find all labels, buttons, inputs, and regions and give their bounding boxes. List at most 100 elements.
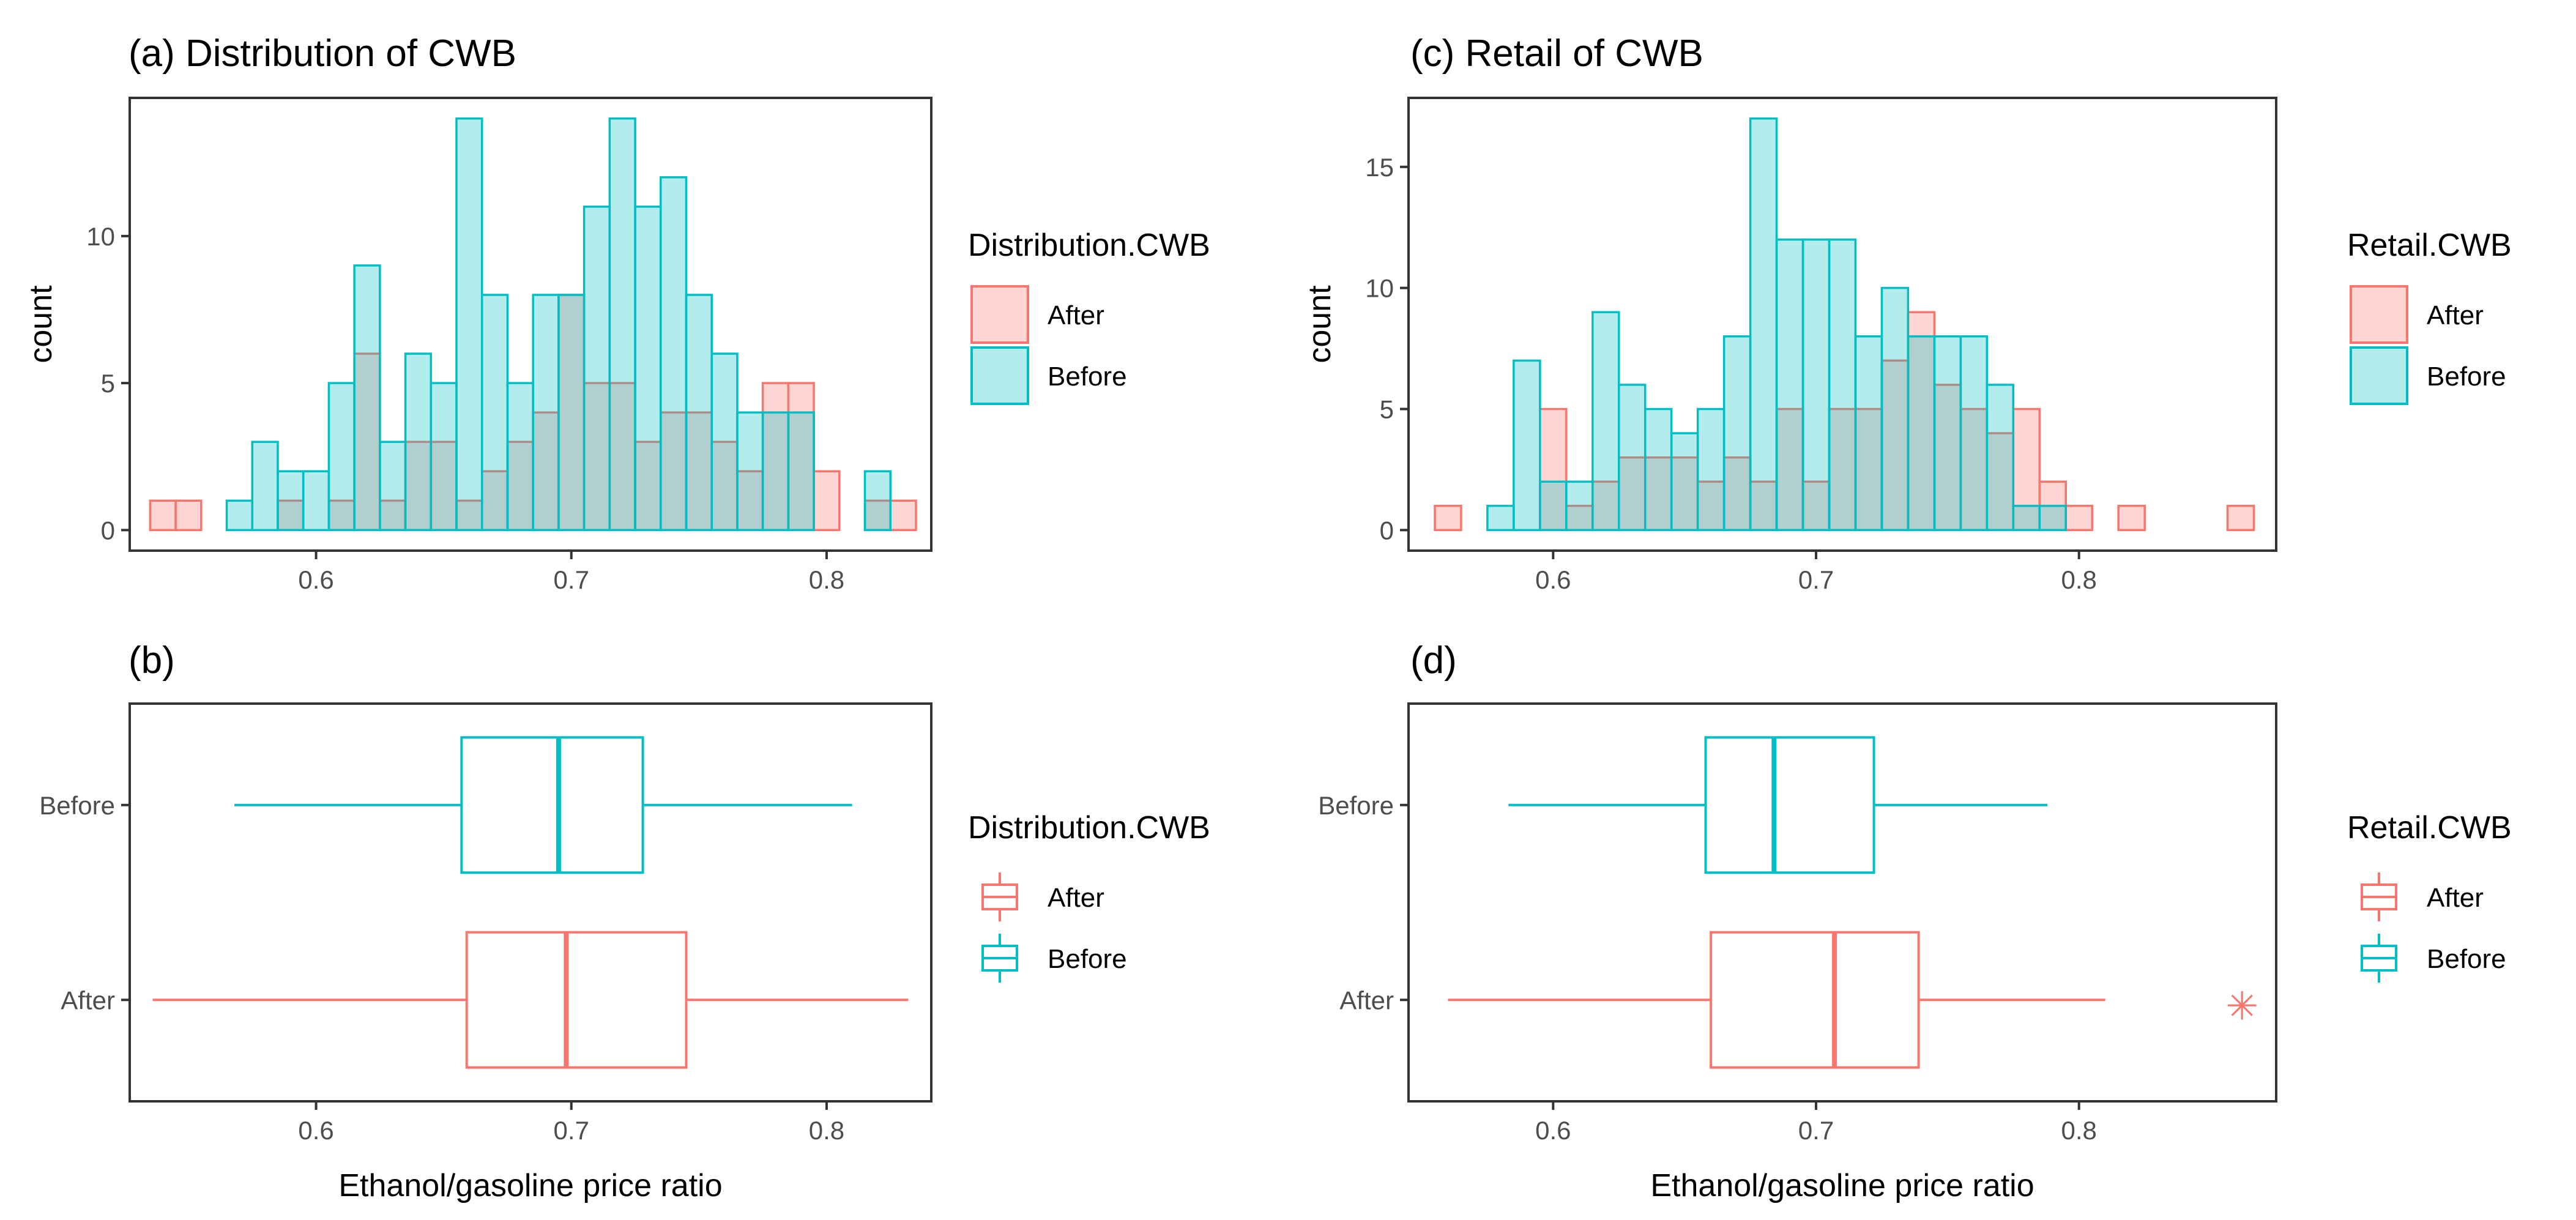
panel-c-bar-before	[1959, 335, 1989, 532]
panel-c-bar-before	[1801, 238, 1831, 532]
panel-b-box-after	[152, 931, 909, 1069]
panel-c-bar-before	[1933, 335, 1962, 532]
panel-b-x-tick-label: 0.8	[809, 1116, 844, 1145]
panel-d-x-axis-title: Ethanol/gasoline price ratio	[1650, 1168, 2034, 1203]
panel-a-bar-after	[710, 441, 739, 532]
iqr-box	[465, 931, 688, 1069]
panel-c-bar-before	[1854, 335, 1883, 532]
panel-c-bar-before	[1722, 335, 1752, 532]
panel-a-bar-before	[353, 264, 381, 532]
panel-a-bar-before	[506, 382, 534, 532]
panel-d-legend-label-before: Before	[2427, 944, 2506, 974]
panel-a-bar-before	[660, 176, 688, 532]
panel-a-frame	[128, 97, 932, 552]
panel-a-bar-after	[685, 411, 713, 532]
panel-c-bar-before	[1696, 407, 1725, 532]
panel-c-bar-after	[1618, 456, 1647, 532]
outlier-point: ✳	[2225, 984, 2258, 1029]
panel-b-legend-title: Distribution.CWB	[968, 810, 1210, 846]
panel-c-frame	[1407, 97, 2277, 552]
panel-b-x-axis-title: Ethanol/gasoline price ratio	[338, 1168, 722, 1203]
panel-c-bar-after	[1591, 480, 1620, 532]
panel-a-x-tick-label: 0.7	[554, 565, 589, 594]
panel-b-box-before	[234, 736, 852, 874]
panel-a-bar-after	[813, 470, 841, 532]
panel-c-bar-before	[1565, 480, 1594, 532]
panel-c-bar-after	[2226, 505, 2255, 532]
panel-c-legend-title: Retail.CWB	[2347, 228, 2512, 263]
panel-a-title: (a) Distribution of CWB	[128, 32, 516, 75]
panel-a-y-tick-label: 0	[101, 516, 115, 545]
panel-a-y-tick-label: 10	[86, 222, 115, 251]
panel-a-bar-before	[736, 411, 764, 532]
panel-b-x-tick-label: 0.6	[298, 1116, 333, 1145]
panel-d-legend-key-after	[2361, 872, 2397, 921]
panel-d-box-after: ✳	[1448, 931, 2258, 1069]
panel-c-bar-after	[1670, 456, 1699, 532]
panel-a-legend-key-before	[970, 346, 1029, 405]
panel-a-bar-after	[174, 499, 203, 532]
panel-a-legend-label-after: After	[1048, 300, 1104, 330]
panel-c-title: (c) Retail of CWB	[1410, 32, 1703, 75]
panel-c-x-tick-label: 0.7	[1798, 565, 1834, 594]
panel-a-bar-before	[710, 352, 739, 532]
panel-c-legend-label-before: Before	[2427, 362, 2506, 392]
panel-c-y-axis-title: count	[1302, 285, 1338, 363]
panel-c-bar-after	[2117, 505, 2146, 532]
panel-d-legend-title: Retail.CWB	[2347, 810, 2512, 846]
panel-a-bar-before	[634, 206, 662, 532]
panel-a-bar-before	[225, 499, 254, 532]
panel-a-bar-before	[404, 352, 433, 532]
panel-c-y-tick-label: 10	[1365, 274, 1394, 303]
panel-a-bar-before	[608, 117, 636, 532]
panel-a-bar-before	[583, 206, 611, 532]
panel-b-legend-label-before: Before	[1048, 944, 1127, 974]
panel-c-bar-before	[1486, 505, 1515, 532]
panel-d-legend-label-after: After	[2427, 883, 2484, 913]
panel-c-bar-before	[1749, 117, 1778, 532]
panel-c-bar-before	[2038, 505, 2067, 532]
panel-a-y-axis-title: count	[23, 285, 59, 363]
panel-d-x-tick-label: 0.8	[2061, 1116, 2097, 1145]
panel-c-bar-after	[1933, 384, 1962, 532]
panel-c-bar-before	[1618, 384, 1647, 532]
panel-b-y-tick-label: After	[61, 986, 115, 1014]
panel-a-bar-after	[787, 382, 815, 532]
panel-a-bar-before	[787, 411, 815, 532]
iqr-box	[460, 736, 644, 874]
iqr-box	[1704, 736, 1875, 874]
panel-d-y-tick-label: After	[1339, 986, 1394, 1014]
panel-b-legend-label-after: After	[1048, 883, 1104, 913]
panel-a-y-tick-label: 5	[101, 369, 115, 398]
panel-c-x-tick-label: 0.6	[1535, 565, 1571, 594]
panel-a-bar-after	[149, 499, 177, 532]
panel-a-legend-key-after	[970, 285, 1029, 344]
panel-b-title: (b)	[128, 639, 175, 682]
panel-d-title: (d)	[1410, 639, 1457, 682]
iqr-box	[1710, 931, 1920, 1069]
panel-c-y-tick-label: 5	[1380, 395, 1394, 424]
panel-c-legend-key-after	[2350, 285, 2408, 344]
panel-a-bar-before	[379, 441, 407, 532]
panel-a-bar-before	[761, 411, 790, 532]
panel-c-x-tick-label: 0.8	[2061, 565, 2097, 594]
panel-a-bar-before	[532, 294, 560, 532]
panel-c-y-tick-label: 0	[1380, 516, 1394, 545]
panel-b-y-tick-label: Before	[39, 791, 115, 820]
panel-c-bar-before	[1775, 238, 1804, 532]
panel-a-bars	[149, 117, 917, 532]
panel-c-legend-key-before	[2350, 346, 2408, 405]
panel-c-bar-after	[1986, 432, 2015, 532]
panel-a-bar-before	[327, 382, 356, 532]
panel-a-bar-before	[480, 294, 509, 532]
panel-d-box-before	[1508, 736, 2048, 874]
panel-b-x-tick-label: 0.7	[554, 1116, 589, 1145]
panel-c-bars	[1434, 117, 2255, 532]
panel-b-legend-key-after	[981, 872, 1018, 921]
panel-c-bar-before	[1591, 311, 1620, 532]
panel-d-x-tick-label: 0.6	[1535, 1116, 1571, 1145]
panel-a-legend-title: Distribution.CWB	[968, 228, 1210, 263]
panel-b-legend-key-before	[981, 934, 1018, 983]
panel-d-x-tick-label: 0.7	[1798, 1116, 1834, 1145]
